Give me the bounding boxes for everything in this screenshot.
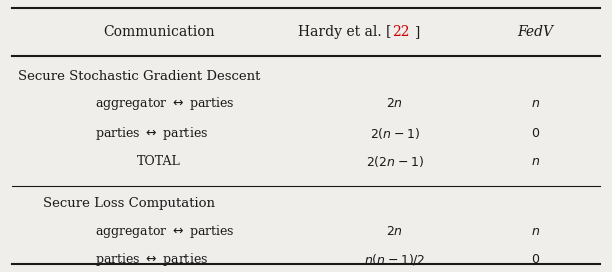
Text: $n$: $n$ (531, 155, 540, 168)
Text: aggregator $\leftrightarrow$ parties: aggregator $\leftrightarrow$ parties (95, 223, 234, 240)
Text: $2(n-1)$: $2(n-1)$ (370, 126, 420, 141)
Text: Secure Loss Computation: Secure Loss Computation (43, 197, 215, 211)
Text: $n$: $n$ (531, 225, 540, 238)
Text: $0$: $0$ (531, 127, 540, 140)
Text: Secure Stochastic Gradient Descent: Secure Stochastic Gradient Descent (18, 70, 261, 83)
Text: parties $\leftrightarrow$ parties: parties $\leftrightarrow$ parties (95, 125, 208, 142)
Text: 22: 22 (392, 25, 409, 39)
Text: FedV: FedV (518, 25, 553, 39)
Text: $n$: $n$ (531, 97, 540, 110)
Text: TOTAL: TOTAL (137, 155, 181, 168)
Text: Communication: Communication (103, 25, 215, 39)
Text: $0$: $0$ (531, 253, 540, 266)
Text: parties $\leftrightarrow$ parties: parties $\leftrightarrow$ parties (95, 251, 208, 268)
Text: $2n$: $2n$ (386, 97, 403, 110)
Text: $n(n-1)/2$: $n(n-1)/2$ (364, 252, 425, 267)
Text: $2n$: $2n$ (386, 225, 403, 238)
Text: $2(2n-1)$: $2(2n-1)$ (366, 154, 424, 169)
Text: Hardy et al. [: Hardy et al. [ (298, 25, 392, 39)
Text: ]: ] (415, 25, 420, 39)
Text: aggregator $\leftrightarrow$ parties: aggregator $\leftrightarrow$ parties (95, 95, 234, 112)
